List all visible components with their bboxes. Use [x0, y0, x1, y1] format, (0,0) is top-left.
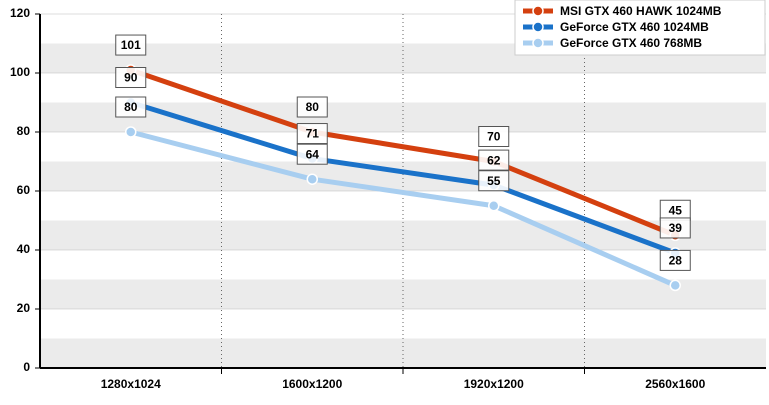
data-label-box: [115, 34, 147, 56]
data-label: 62: [487, 153, 501, 167]
grid-band: [40, 102, 766, 132]
series-line: [130, 100, 677, 256]
data-point: [125, 126, 137, 138]
y-tick-label: 40: [17, 242, 31, 256]
x-tick-label: 1280x1024: [101, 377, 161, 391]
x-tick-label: 1920x1200: [464, 377, 524, 391]
x-tick-label: 1600x1200: [282, 377, 342, 391]
legend-marker: [532, 21, 544, 33]
y-tick-label: 60: [17, 183, 31, 197]
data-label-box: [296, 143, 328, 165]
data-label: 45: [669, 203, 683, 217]
data-label: 71: [306, 127, 320, 141]
data-label: 80: [306, 100, 320, 114]
data-label-box: [296, 123, 328, 145]
data-label-box: [296, 96, 328, 118]
grid-band: [40, 338, 766, 368]
data-label-box: [478, 126, 510, 147]
data-label: 28: [669, 254, 683, 268]
data-point: [488, 200, 500, 212]
data-label: 64: [306, 147, 320, 161]
legend-label: GeForce GTX 460 1024MB: [560, 20, 709, 34]
data-point: [669, 279, 681, 292]
series-line: [129, 67, 677, 238]
legend-box: [514, 0, 766, 56]
data-label-box: [478, 149, 510, 171]
data-label: 101: [121, 38, 141, 52]
data-label: 70: [487, 130, 501, 144]
series-line: [130, 129, 677, 288]
y-tick-label: 80: [17, 124, 31, 138]
data-label-box: [115, 96, 147, 118]
legend-marker: [532, 5, 544, 17]
y-tick-label: 120: [10, 6, 30, 20]
y-tick-label: 100: [10, 65, 30, 79]
x-tick-label: 2560x1600: [645, 377, 705, 391]
legend-marker: [532, 37, 544, 49]
data-label-box: [659, 249, 691, 271]
legend-label: MSI GTX 460 HAWK 1024MB: [560, 4, 722, 18]
data-label-box: [478, 170, 510, 192]
data-label: 80: [124, 100, 138, 114]
data-label-box: [659, 217, 691, 239]
data-point: [306, 173, 318, 185]
data-label: 90: [124, 71, 138, 85]
data-label: 39: [669, 221, 683, 235]
data-label: 55: [487, 174, 501, 188]
data-label-box: [115, 67, 147, 88]
legend-label: GeForce GTX 460 768MB: [560, 36, 702, 50]
y-tick-label: 20: [17, 301, 31, 315]
y-tick-label: 0: [23, 360, 30, 374]
